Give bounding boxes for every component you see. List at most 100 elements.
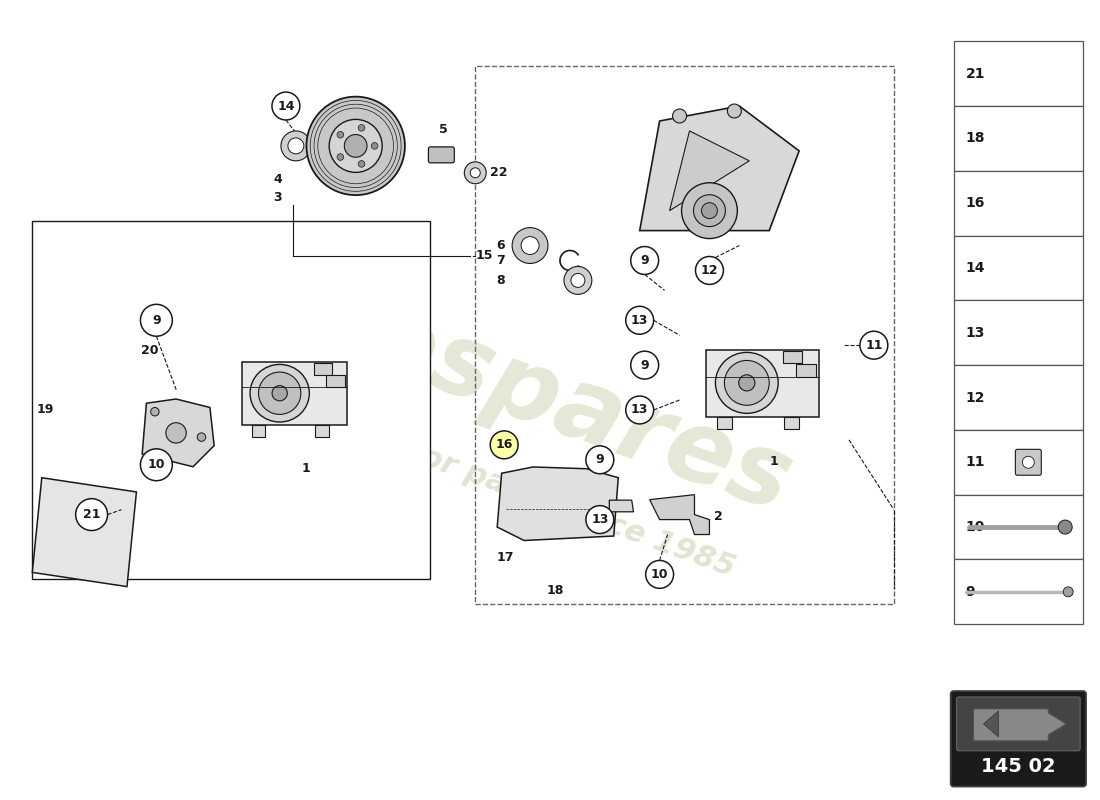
FancyBboxPatch shape (954, 106, 1084, 170)
FancyBboxPatch shape (784, 417, 799, 430)
FancyBboxPatch shape (950, 691, 1086, 786)
Text: 8: 8 (496, 274, 505, 287)
Circle shape (646, 561, 673, 588)
Text: 13: 13 (591, 513, 608, 526)
Circle shape (1019, 387, 1038, 407)
FancyBboxPatch shape (428, 147, 454, 163)
Text: eurospares: eurospares (176, 226, 804, 534)
Text: 10: 10 (966, 520, 984, 534)
Circle shape (1064, 587, 1074, 597)
Text: 6: 6 (496, 239, 505, 252)
Text: 9: 9 (640, 254, 649, 267)
Circle shape (464, 162, 486, 184)
Circle shape (860, 331, 888, 359)
Text: 10: 10 (147, 458, 165, 471)
Text: 12: 12 (966, 390, 986, 405)
Polygon shape (640, 106, 799, 230)
Circle shape (359, 161, 365, 167)
Circle shape (1012, 122, 1044, 154)
Text: 9: 9 (640, 358, 649, 372)
Text: 13: 13 (966, 326, 984, 340)
FancyBboxPatch shape (954, 42, 1084, 106)
Circle shape (307, 97, 405, 195)
Circle shape (1014, 318, 1043, 346)
FancyBboxPatch shape (954, 235, 1084, 300)
Circle shape (471, 168, 481, 178)
Text: 13: 13 (631, 314, 648, 326)
Circle shape (513, 228, 548, 263)
Polygon shape (706, 350, 818, 417)
Text: 21: 21 (82, 508, 100, 521)
Text: 9: 9 (966, 585, 976, 599)
Text: a passion for parts since 1985: a passion for parts since 1985 (241, 378, 739, 582)
Text: 14: 14 (966, 261, 986, 275)
Ellipse shape (258, 372, 301, 414)
FancyBboxPatch shape (796, 364, 816, 377)
FancyBboxPatch shape (252, 426, 265, 438)
Ellipse shape (250, 365, 309, 422)
Text: 13: 13 (631, 403, 648, 417)
FancyBboxPatch shape (957, 697, 1080, 750)
Circle shape (571, 274, 585, 287)
Circle shape (1012, 252, 1044, 284)
Polygon shape (670, 131, 749, 210)
Circle shape (280, 131, 311, 161)
FancyBboxPatch shape (316, 426, 329, 438)
Polygon shape (142, 399, 214, 466)
Text: 10: 10 (651, 568, 669, 581)
Polygon shape (974, 709, 1066, 741)
Circle shape (197, 433, 206, 442)
Circle shape (288, 138, 304, 154)
Text: 145 02: 145 02 (981, 758, 1056, 776)
Text: 11: 11 (865, 338, 882, 352)
Circle shape (672, 109, 686, 123)
Text: 7: 7 (496, 254, 505, 267)
Ellipse shape (739, 374, 755, 391)
FancyBboxPatch shape (954, 494, 1084, 559)
Polygon shape (242, 362, 348, 426)
Circle shape (1022, 456, 1034, 468)
FancyBboxPatch shape (954, 300, 1084, 365)
Text: 9: 9 (152, 314, 161, 326)
FancyBboxPatch shape (954, 365, 1084, 430)
Circle shape (521, 237, 539, 254)
FancyBboxPatch shape (954, 430, 1084, 494)
Text: 12: 12 (701, 264, 718, 277)
Circle shape (1012, 58, 1044, 90)
Ellipse shape (725, 361, 769, 406)
Text: 16: 16 (495, 438, 513, 451)
FancyBboxPatch shape (32, 221, 430, 579)
FancyBboxPatch shape (783, 350, 802, 363)
Circle shape (630, 246, 659, 274)
Circle shape (702, 202, 717, 218)
Circle shape (1021, 325, 1036, 341)
Text: 14: 14 (277, 99, 295, 113)
Text: 9: 9 (595, 454, 604, 466)
Circle shape (76, 498, 108, 530)
Text: 22: 22 (491, 166, 508, 179)
Polygon shape (650, 494, 710, 534)
Text: 15: 15 (475, 249, 493, 262)
Text: 21: 21 (966, 66, 986, 81)
Circle shape (1022, 391, 1034, 403)
FancyBboxPatch shape (314, 362, 332, 374)
Circle shape (626, 306, 653, 334)
FancyBboxPatch shape (717, 417, 732, 430)
Polygon shape (609, 500, 634, 512)
Circle shape (337, 154, 343, 160)
FancyBboxPatch shape (327, 375, 345, 387)
Circle shape (727, 104, 741, 118)
Circle shape (141, 304, 173, 336)
Ellipse shape (715, 352, 778, 414)
Circle shape (1020, 130, 1037, 147)
Circle shape (1058, 520, 1072, 534)
Text: 19: 19 (36, 403, 54, 417)
FancyBboxPatch shape (954, 559, 1084, 624)
Text: 17: 17 (496, 551, 514, 565)
Circle shape (337, 131, 343, 138)
Text: 11: 11 (966, 455, 986, 470)
Circle shape (626, 396, 653, 424)
Circle shape (1020, 65, 1037, 82)
Polygon shape (497, 467, 618, 541)
Text: 18: 18 (547, 584, 563, 598)
